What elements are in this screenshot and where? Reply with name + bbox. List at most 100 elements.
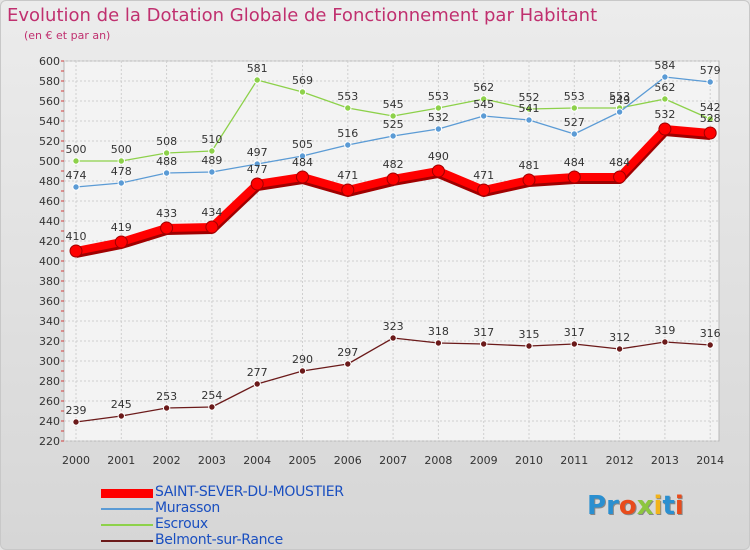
data-point [480,340,488,348]
chart-subtitle: (en € et par an) [24,29,111,42]
data-point [298,367,307,375]
y-tick-label: 500 [39,155,60,168]
logo-letter: i [653,491,663,521]
data-point [250,177,264,191]
data-point [72,418,80,426]
logo-letter: x [636,491,654,521]
x-tick-label: 2013 [651,454,679,467]
data-label: 581 [247,62,268,75]
data-point [208,168,216,176]
data-point [706,341,714,349]
data-point [389,112,397,120]
data-point [344,360,352,368]
data-point [525,342,533,350]
data-label: 315 [519,328,540,341]
data-point [253,76,261,84]
x-tick-label: 2005 [289,454,317,467]
data-label: 562 [473,81,494,94]
data-point [480,95,488,103]
y-tick-label: 600 [39,55,60,68]
data-label: 488 [156,155,177,168]
data-label: 253 [156,390,177,403]
legend-swatch [101,524,153,526]
x-tick-label: 2001 [107,454,135,467]
data-point [162,149,171,157]
data-point [706,115,714,123]
legend-label: Murasson [155,500,220,516]
data-point [389,334,397,342]
data-point [72,183,80,191]
data-point [522,173,536,187]
data-label: 477 [247,163,268,176]
legend-label: Escroux [155,516,208,532]
data-point [208,403,216,411]
data-point [298,88,307,96]
legend-swatch [101,540,153,542]
data-label: 545 [473,98,494,111]
data-point [658,122,672,136]
y-tick-label: 520 [39,135,60,148]
data-label: 516 [337,127,358,140]
data-label: 312 [609,331,630,344]
y-tick-label: 560 [39,95,60,108]
data-label: 505 [292,138,313,151]
data-label: 527 [564,116,585,129]
data-point [117,157,126,165]
data-label: 410 [66,230,87,243]
x-tick-label: 2010 [515,454,543,467]
data-label: 484 [609,156,630,169]
legend-swatch [101,508,153,510]
data-label: 552 [519,91,540,104]
legend-label: SAINT-SEVER-DU-MOUSTIER [155,484,344,500]
y-tick-label: 320 [39,335,60,348]
y-tick-label: 480 [39,175,60,188]
legend-swatch [101,488,153,498]
data-label: 319 [654,324,675,337]
data-point [525,105,533,113]
data-point [114,235,128,249]
data-label: 579 [700,64,721,77]
data-label: 290 [292,353,313,366]
data-label: 434 [201,206,222,219]
proxiti-logo: Proxiti [587,491,684,521]
data-point [298,152,307,160]
data-label: 525 [383,118,404,131]
data-point [434,125,443,133]
logo-letter: i [674,491,684,521]
data-point [344,141,352,149]
plot-area [63,60,720,442]
data-point [570,104,578,112]
data-point [570,130,578,138]
data-label: 245 [111,398,132,411]
data-label: 532 [428,111,449,124]
x-tick-label: 2008 [424,454,452,467]
y-tick-label: 300 [39,355,60,368]
data-label: 254 [201,389,222,402]
y-tick-label: 340 [39,315,60,328]
x-tick-label: 2006 [334,454,362,467]
y-tick-label: 420 [39,235,60,248]
logo-letter: P [587,491,607,521]
y-tick-label: 440 [39,215,60,228]
legend-label: Belmont-sur-Rance [155,532,283,548]
data-point [431,164,445,178]
data-label: 553 [428,90,449,103]
data-point [613,170,627,184]
data-point [567,170,581,184]
data-point [525,116,533,124]
data-point [434,104,443,112]
data-label: 489 [201,154,222,167]
data-point [208,147,216,155]
y-tick-label: 400 [39,255,60,268]
y-tick-label: 580 [39,75,60,88]
x-tick-label: 2012 [606,454,634,467]
x-tick-label: 2002 [153,454,181,467]
data-point [477,183,491,197]
y-tick-label: 260 [39,395,60,408]
data-point [296,170,309,184]
y-tick-label: 380 [39,275,60,288]
data-label: 239 [66,404,87,417]
data-point [434,339,443,347]
